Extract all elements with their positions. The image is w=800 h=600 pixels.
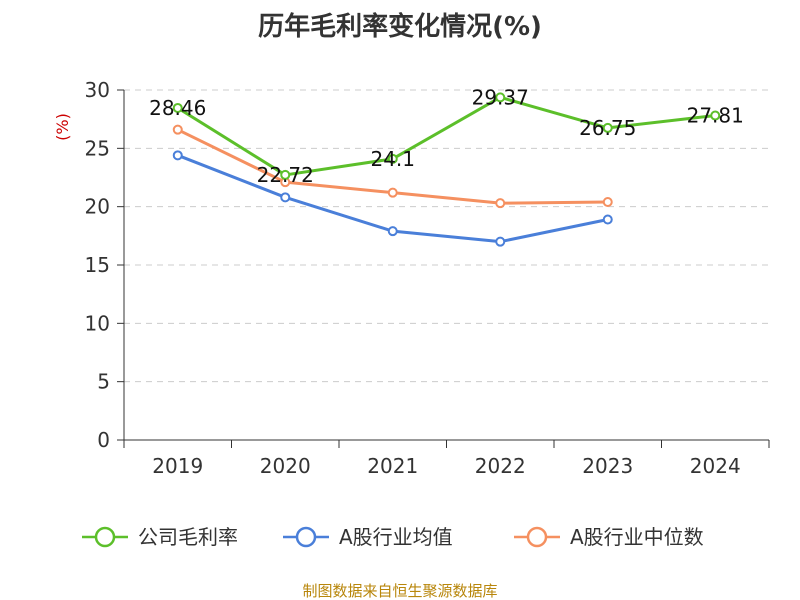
x-tick-label: 2021 bbox=[367, 454, 418, 478]
y-tick-label: 10 bbox=[85, 311, 110, 335]
chart-title: 历年毛利率变化情况(%) bbox=[258, 11, 542, 42]
data-point bbox=[387, 153, 398, 164]
data-labels: 28.46 22.72 24.1 29.37 26.75 27.81 bbox=[149, 85, 744, 187]
y-axis-unit-label: (%) bbox=[53, 113, 72, 141]
x-tick-label: 2024 bbox=[690, 454, 741, 478]
axes: 0 5 10 15 20 25 30 2019 2020 2021 2022 2023 2024 bbox=[85, 78, 770, 478]
legend-marker bbox=[526, 526, 548, 548]
data-point bbox=[602, 197, 613, 207]
data-point bbox=[495, 236, 506, 247]
data-label: 24.1 bbox=[370, 147, 415, 171]
data-point bbox=[172, 150, 183, 161]
x-tick-label: 2019 bbox=[152, 454, 203, 478]
data-label: 29.37 bbox=[472, 85, 529, 109]
y-tick-label: 25 bbox=[85, 136, 110, 160]
legend-marker bbox=[94, 526, 116, 548]
data-point bbox=[495, 198, 506, 209]
data-point bbox=[495, 92, 506, 103]
data-point bbox=[172, 124, 183, 135]
x-tick-label: 2020 bbox=[260, 454, 311, 478]
legend-label: 公司毛利率 bbox=[138, 525, 238, 549]
y-tick-label: 0 bbox=[97, 428, 110, 452]
series-line bbox=[176, 95, 716, 177]
data-label: 28.46 bbox=[149, 96, 206, 120]
data-label: 26.75 bbox=[579, 116, 636, 140]
y-tick-label: 30 bbox=[85, 78, 110, 102]
y-tick-label: 20 bbox=[85, 195, 110, 219]
legend-label: A股行业中位数 bbox=[570, 525, 704, 549]
legend: 公司毛利率 A股行业均值 A股行业中位数 bbox=[82, 525, 704, 549]
data-point bbox=[710, 110, 721, 121]
data-point bbox=[387, 226, 398, 237]
data-point bbox=[280, 192, 291, 203]
data-label: 22.72 bbox=[257, 163, 314, 187]
y-tick-label: 15 bbox=[85, 253, 110, 277]
legend-label: A股行业均值 bbox=[339, 525, 453, 549]
source-footer: 制图数据来自恒生聚源数据库 bbox=[302, 582, 497, 600]
series-layer bbox=[172, 92, 721, 247]
data-point bbox=[602, 122, 613, 133]
x-tick-label: 2023 bbox=[582, 454, 633, 478]
data-point bbox=[172, 102, 183, 113]
legend-marker bbox=[295, 526, 317, 548]
data-point bbox=[602, 214, 613, 225]
data-point bbox=[280, 169, 291, 180]
y-tick-label: 5 bbox=[97, 370, 110, 394]
grid-lines bbox=[124, 89, 769, 383]
data-label: 27.81 bbox=[687, 104, 744, 128]
data-point bbox=[387, 187, 398, 198]
x-tick-label: 2022 bbox=[475, 454, 526, 478]
